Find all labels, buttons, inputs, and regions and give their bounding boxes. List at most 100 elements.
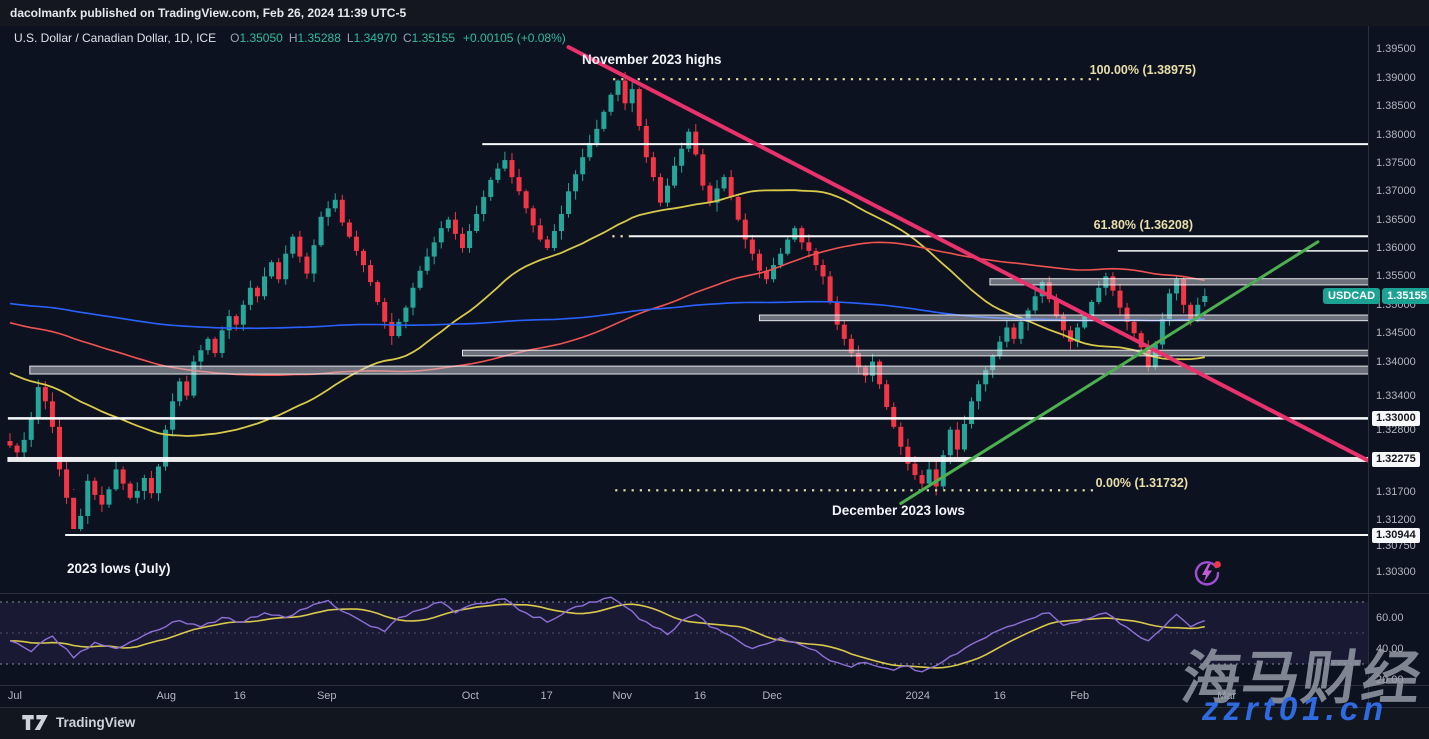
high-label: H [288,31,298,45]
candle-body [311,245,317,274]
candle-body [961,423,967,450]
price-axis-tick: 1.37000 [1376,185,1416,198]
candle-body [1166,293,1172,319]
price-chart-pane[interactable] [0,26,1368,593]
time-axis[interactable]: Jul Aug 16 Sep Oct 17 Nov 16 Dec 2024 16 Feb Mar [0,685,1368,707]
candle-body [1039,282,1045,297]
candle-body [42,387,48,402]
candle-body [99,494,105,505]
candle-body [21,439,27,453]
symbol-chip: USDCAD [1323,288,1381,304]
candle-body [318,216,324,246]
candle-body [389,321,395,337]
candle-body [749,239,755,254]
candle-body [848,338,854,354]
candle-body [1011,327,1017,339]
candle-body [269,262,275,277]
candle-body [1004,327,1010,342]
candle-body [191,361,197,396]
candle-body [686,131,692,149]
last-price-badge: USDCAD 1.35155 [1323,288,1429,304]
candle-body [827,276,833,302]
price-axis-tick: 1.30300 [1376,565,1416,578]
candle-body [657,177,663,203]
candle-body [283,253,289,280]
price-axis-tick: 1.35500 [1376,270,1416,283]
time-axis-tick: Dec [762,690,782,702]
candle-body [608,94,614,112]
candle-body [254,287,260,297]
candle-body [898,426,904,447]
candle-body [976,384,982,402]
candle-body [424,256,430,271]
candle-body [502,160,508,169]
candle-body [7,441,13,446]
flash-reaction-button[interactable] [1191,557,1223,589]
time-axis-separator [0,685,1429,686]
horizontal-zone [989,278,1368,286]
candle-body [1159,318,1165,345]
candle-body [240,304,246,325]
fib-label-100: 100.00% (1.38975) [1089,63,1196,77]
sma50-line [9,189,1205,437]
candle-body [417,270,423,288]
high-value: 1.35288 [297,31,341,45]
time-axis-tick: 17 [540,690,553,702]
candle-body [184,381,190,396]
time-axis-tick: Sep [316,690,337,702]
candle-body [756,253,762,271]
candle-body [1075,327,1081,342]
candle-body [1195,304,1201,319]
pane-separator[interactable] [0,593,1429,594]
candle-body [459,233,465,249]
candle-body [855,353,861,368]
candle-body [997,341,1003,356]
candle-body [785,239,791,254]
price-level-badge: 1.32275 [1372,451,1420,467]
fib-label-0: 0.00% (1.31732) [1095,476,1188,490]
price-axis-tick: 1.30750 [1376,540,1416,553]
candle-body [728,177,734,197]
candle-body [650,157,656,178]
candle-body [594,128,600,144]
candle-body [672,165,678,186]
candle-body [1202,296,1208,302]
price-axis-tick: 1.36500 [1376,213,1416,226]
price-axis[interactable]: 1.40000 1.39500 1.39000 1.38500 1.38000 1.375… [1369,26,1429,707]
candle-body [403,307,409,322]
candle-body [1145,347,1151,368]
candle-body [573,174,579,192]
candle-body [488,179,494,197]
attribution-bar: dacolmanfx published on TradingView.com,… [0,0,1429,26]
candle-body [346,222,352,237]
time-axis-tick: 2024 [905,690,931,702]
candle-body [247,287,253,305]
time-axis-tick: Mar [1217,690,1237,702]
candle-body [106,489,112,505]
time-axis-tick: Oct [461,690,479,702]
tradingview-brand-link[interactable]: TradingView [22,715,135,730]
time-axis-tick: Aug [156,690,177,702]
candle-body [71,497,77,529]
annotation-november-highs: November 2023 highs [582,52,722,67]
candle-body [163,429,169,467]
time-axis-tick: Nov [612,690,633,702]
candle-body [806,242,812,251]
candle-body [276,262,282,280]
candle-body [940,455,946,487]
candle-body [912,463,918,476]
rsi-indicator-pane[interactable] [0,593,1368,685]
candle-body [841,324,847,339]
price-axis-tick: 1.37500 [1376,156,1416,169]
price-level-badge: 1.30944 [1372,527,1420,543]
change-value: +0.00105 (+0.08%) [463,31,566,45]
rsi-ma-line [9,603,1205,669]
horizontal-zone [29,365,1368,375]
candle-body [643,126,649,158]
candle-body [28,418,34,440]
candle-body [1032,296,1038,311]
candle-body [735,196,741,220]
candle-body [297,236,303,257]
candle-body [35,387,41,419]
